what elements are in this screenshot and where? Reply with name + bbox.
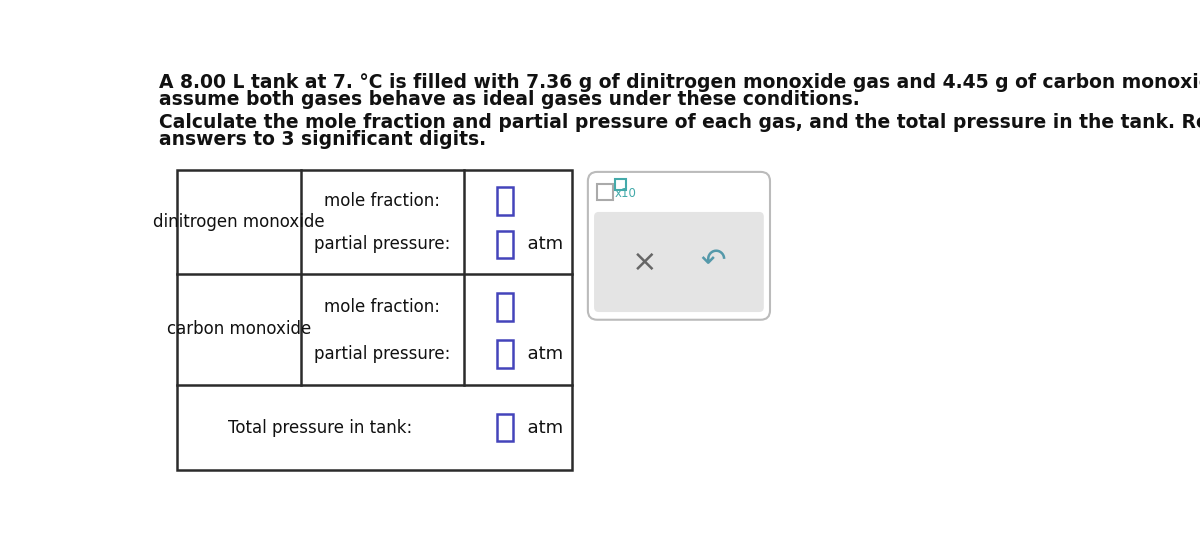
Text: A 8.00 L tank at 7. °C is filled with 7.36 g of dinitrogen monoxide gas and 4.45: A 8.00 L tank at 7. °C is filled with 7.…	[160, 73, 1200, 92]
Text: atm: atm	[516, 345, 563, 363]
Text: x10: x10	[614, 187, 636, 200]
Text: atm: atm	[516, 235, 563, 253]
Text: mole fraction:: mole fraction:	[324, 298, 440, 316]
Text: ×: ×	[632, 247, 658, 276]
Text: Total pressure in tank:: Total pressure in tank:	[228, 418, 413, 437]
FancyBboxPatch shape	[588, 172, 770, 320]
Text: mole fraction:: mole fraction:	[324, 192, 440, 210]
Text: partial pressure:: partial pressure:	[314, 235, 451, 253]
Text: assume both gases behave as ideal gases under these conditions.: assume both gases behave as ideal gases …	[160, 90, 860, 109]
Text: atm: atm	[516, 418, 563, 437]
Text: dinitrogen monoxide: dinitrogen monoxide	[154, 213, 325, 231]
Text: answers to 3 significant digits.: answers to 3 significant digits.	[160, 130, 486, 149]
Text: Calculate the mole fraction and partial pressure of each gas, and the total pres: Calculate the mole fraction and partial …	[160, 113, 1200, 132]
Text: carbon monoxide: carbon monoxide	[167, 321, 311, 339]
Text: ↶: ↶	[700, 247, 726, 276]
Text: partial pressure:: partial pressure:	[314, 345, 451, 363]
FancyBboxPatch shape	[594, 212, 764, 312]
